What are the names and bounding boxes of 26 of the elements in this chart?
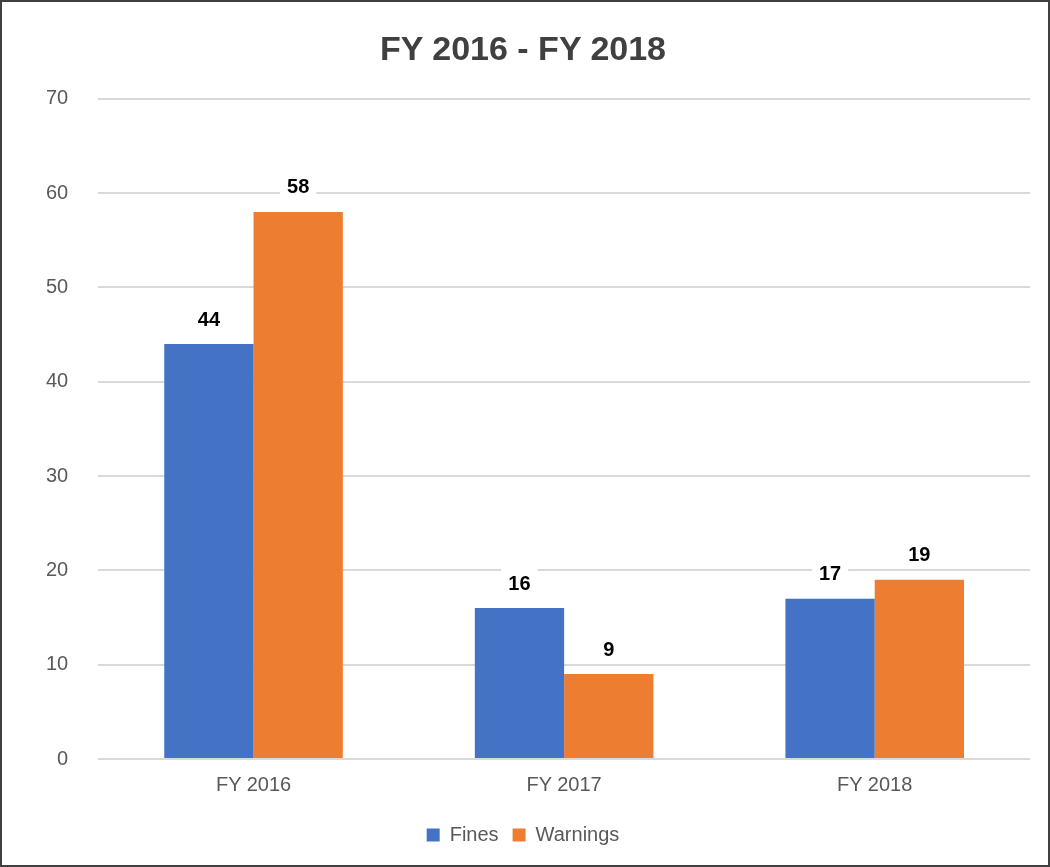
chart-title: FY 2016 - FY 2018 xyxy=(379,28,667,67)
data-label: 19 xyxy=(908,543,931,566)
data-label: 44 xyxy=(197,307,221,330)
legend-label: Warnings xyxy=(535,822,620,845)
legend-label: Fines xyxy=(449,822,499,845)
bar xyxy=(474,608,565,758)
bar xyxy=(785,598,875,758)
y-tick-label: 70 xyxy=(46,86,69,109)
bar xyxy=(164,344,254,758)
bar xyxy=(253,211,343,758)
y-tick-label: 40 xyxy=(46,369,69,392)
y-tick-label: 10 xyxy=(46,652,69,675)
data-label: 16 xyxy=(508,571,531,594)
y-tick-label: 0 xyxy=(57,746,69,769)
data-label: 17 xyxy=(818,562,842,585)
bar xyxy=(874,579,964,758)
y-tick-label: 60 xyxy=(46,180,69,203)
y-tick-label: 20 xyxy=(46,557,69,580)
data-label: 9 xyxy=(603,637,615,660)
x-tick-label: FY 2016 xyxy=(215,772,292,795)
x-tick-label: FY 2018 xyxy=(837,772,913,795)
data-label: 58 xyxy=(287,175,310,198)
y-tick-label: 30 xyxy=(46,463,69,486)
x-tick-label: FY 2017 xyxy=(526,772,602,795)
y-tick-label: 50 xyxy=(46,274,69,297)
bar xyxy=(564,674,654,758)
